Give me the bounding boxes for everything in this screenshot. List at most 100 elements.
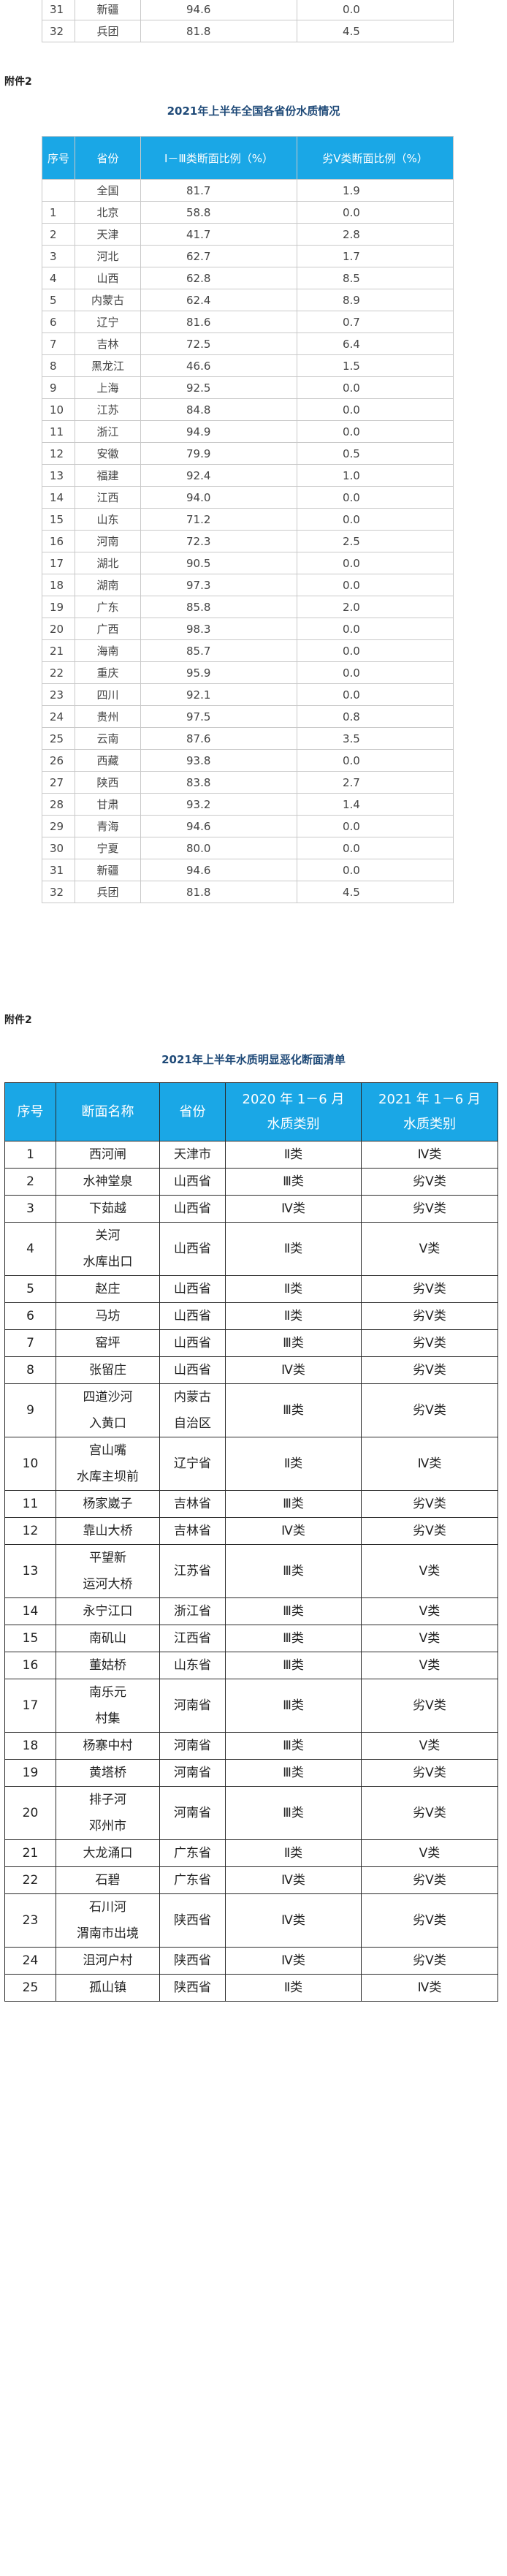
cell-no: 24: [4, 1947, 56, 1975]
cell-province: 重庆: [75, 661, 141, 684]
cell-section-name: 黄塔桥: [56, 1759, 160, 1787]
section-name-line: 靠山大桥: [83, 1524, 133, 1538]
section-name-line: 永宁江口: [83, 1604, 133, 1619]
table-row: 2 水神堂泉 山西省 Ⅲ类 劣Ⅴ类: [4, 1168, 498, 1196]
table-title-2: 2021年上半年水质明显恶化断面清单: [161, 1053, 346, 1066]
cell-province: 浙江省: [159, 1597, 226, 1625]
cell-section-name: 四道沙河 入黄口: [56, 1383, 160, 1437]
cell-province: 安徽: [75, 442, 141, 465]
cell-province: 广东省: [159, 1839, 226, 1867]
table-row: 13 平望新 运河大桥 江苏省 Ⅲ类 Ⅴ类: [4, 1544, 498, 1598]
table-row: 16 董姑桥 山东省 Ⅲ类 Ⅴ类: [4, 1652, 498, 1679]
cell-class-1-3-ratio: 81.8: [140, 881, 297, 903]
cell-section-name: 张留庄: [56, 1356, 160, 1384]
cell-no: 15: [42, 508, 75, 531]
section-name-line: 运河大桥: [83, 1577, 133, 1592]
cell-2021-class: 劣Ⅴ类: [361, 1329, 498, 1357]
table-row: 2 天津 41.7 2.8: [42, 223, 454, 246]
cell-section-name: 大龙涌口: [56, 1839, 160, 1867]
cell-province: 湖北: [75, 552, 141, 574]
province-line: 河南省: [174, 1806, 211, 1820]
cell-worse-than-5-ratio: 0.5: [297, 442, 454, 465]
cell-no: 32: [42, 20, 75, 42]
cell-worse-than-5-ratio: 2.5: [297, 530, 454, 552]
cell-class-1-3-ratio: 62.7: [140, 245, 297, 267]
cell-worse-than-5-ratio: 2.7: [297, 771, 454, 794]
section-name-line: 石碧: [95, 1873, 121, 1888]
cell-2020-class: Ⅳ类: [225, 1356, 362, 1384]
cell-province: 山西: [75, 267, 141, 289]
cell-province: 西藏: [75, 749, 141, 772]
cell-no: 27: [42, 771, 75, 794]
cell-no: [42, 179, 75, 202]
cell-province: 河南省: [159, 1679, 226, 1733]
cell-worse-than-5-ratio: 0.0: [297, 683, 454, 706]
cell-province: 辽宁省: [159, 1437, 226, 1491]
cell-section-name: 下茹越: [56, 1195, 160, 1223]
province-line: 吉林省: [174, 1524, 211, 1538]
province-line: 陕西省: [174, 1953, 211, 1968]
header-class-1-3-ratio: Ⅰ－Ⅲ类断面比例（%）: [140, 136, 297, 180]
table-row: 18 湖南 97.3 0.0: [42, 574, 454, 596]
cell-class-1-3-ratio: 93.2: [140, 793, 297, 816]
cell-2020-class: Ⅲ类: [225, 1679, 362, 1733]
cell-class-1-3-ratio: 62.4: [140, 289, 297, 311]
cell-no: 15: [4, 1625, 56, 1652]
cell-no: 18: [42, 574, 75, 596]
table-row: 1 西河闸 天津市 Ⅱ类 Ⅳ类: [4, 1141, 498, 1169]
cell-province: 全国: [75, 179, 141, 202]
cell-worse-than-5-ratio: 0.0: [297, 618, 454, 640]
section-name-line: 董姑桥: [89, 1658, 126, 1673]
cell-2021-class: 劣Ⅴ类: [361, 1356, 498, 1384]
table-row: 19 黄塔桥 河南省 Ⅲ类 劣Ⅴ类: [4, 1759, 498, 1787]
table-row: 15 山东 71.2 0.0: [42, 508, 454, 531]
cell-province: 山西省: [159, 1168, 226, 1196]
cell-province: 陕西省: [159, 1974, 226, 2002]
cell-no: 19: [4, 1759, 56, 1787]
table-row: 4 山西 62.8 8.5: [42, 267, 454, 289]
cell-province: 陕西省: [159, 1947, 226, 1975]
cell-class-1-3-ratio: 93.8: [140, 749, 297, 772]
cell-worse-than-5-ratio: 0.0: [297, 815, 454, 837]
cell-worse-than-5-ratio: 1.7: [297, 245, 454, 267]
cell-no: 24: [42, 705, 75, 728]
province-line: 山西省: [174, 1363, 211, 1378]
cell-section-name: 排子河 邓州市: [56, 1786, 160, 1840]
cell-class-1-3-ratio: 97.3: [140, 574, 297, 596]
cell-no: 13: [42, 464, 75, 487]
province-line: 河南省: [174, 1698, 211, 1713]
cell-worse-than-5-ratio: 3.5: [297, 727, 454, 750]
province-line: 江西省: [174, 1631, 211, 1646]
cell-2021-class: Ⅳ类: [361, 1437, 498, 1491]
table-row: 25 孤山镇 陕西省 Ⅱ类 Ⅳ类: [4, 1974, 498, 2002]
table-row: 5 内蒙古 62.4 8.9: [42, 289, 454, 311]
cell-worse-than-5-ratio: 0.0: [297, 859, 454, 881]
cell-no: 18: [4, 1732, 56, 1760]
cell-section-name: 水神堂泉: [56, 1168, 160, 1196]
table-row: 29 青海 94.6 0.0: [42, 815, 454, 837]
table-row: 18 杨寨中村 河南省 Ⅲ类 Ⅴ类: [4, 1732, 498, 1760]
cell-no: 17: [42, 552, 75, 574]
section-name-line: 马坊: [95, 1309, 121, 1323]
province-line: 山西省: [174, 1336, 211, 1350]
cell-province: 四川: [75, 683, 141, 706]
cell-no: 11: [4, 1490, 56, 1518]
province-line: 山西省: [174, 1309, 211, 1323]
annex-label-1: 附件2: [4, 76, 32, 88]
cell-2021-class: Ⅴ类: [361, 1652, 498, 1679]
cell-2021-class: 劣Ⅴ类: [361, 1679, 498, 1733]
cell-2020-class: Ⅱ类: [225, 1302, 362, 1330]
table-header-row: 序号 省份 Ⅰ－Ⅲ类断面比例（%） 劣Ⅴ类断面比例（%）: [42, 136, 454, 180]
cell-class-1-3-ratio: 94.6: [140, 859, 297, 881]
province-line: 内蒙古: [174, 1390, 211, 1405]
cell-2021-class: 劣Ⅴ类: [361, 1759, 498, 1787]
table-row: 12 靠山大桥 吉林省 Ⅳ类 劣Ⅴ类: [4, 1517, 498, 1545]
table-row: 6 辽宁 81.6 0.7: [42, 311, 454, 333]
cell-province: 山东: [75, 508, 141, 531]
cell-2021-class: Ⅴ类: [361, 1544, 498, 1598]
cell-class-1-3-ratio: 58.8: [140, 201, 297, 224]
header-province: 省份: [159, 1082, 226, 1141]
cell-section-name: 杨家崴子: [56, 1490, 160, 1518]
cell-section-name: 杨寨中村: [56, 1732, 160, 1760]
cell-2021-class: 劣Ⅴ类: [361, 1893, 498, 1948]
